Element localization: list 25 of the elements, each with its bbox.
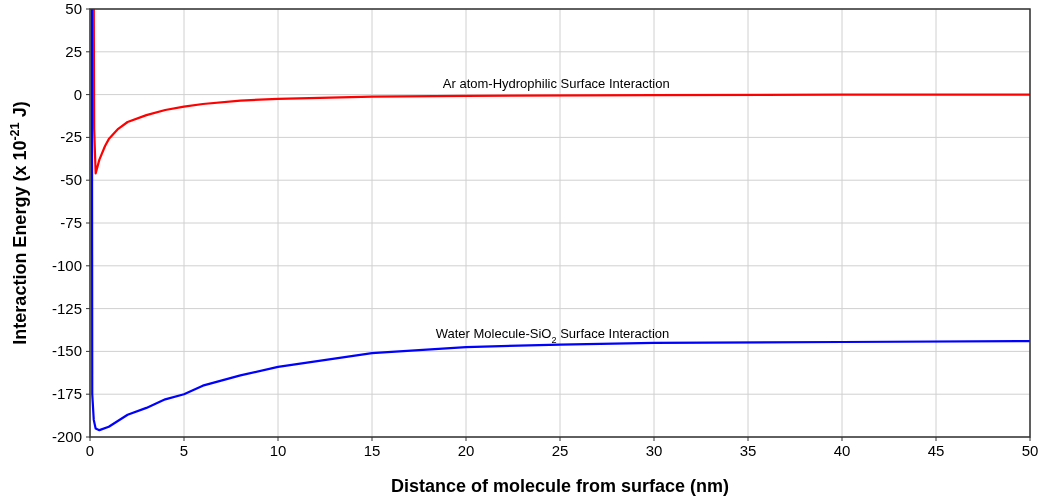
x-tick-label: 45 bbox=[927, 442, 945, 459]
x-tick-label: 35 bbox=[739, 442, 757, 459]
y-tick-label: -100 bbox=[51, 256, 82, 274]
y-tick-label: -175 bbox=[51, 385, 82, 403]
x-tick-label: 50 bbox=[1021, 442, 1039, 459]
x-tick-label: 10 bbox=[269, 442, 287, 459]
x-tick-label: 30 bbox=[645, 442, 663, 459]
y-tick-label: -200 bbox=[51, 428, 82, 445]
y-tick-label: -75 bbox=[60, 214, 82, 231]
annotation: Water Molecule-SiO$_{2}$ Surface Interaction bbox=[435, 325, 670, 345]
y-tick-label: -25 bbox=[60, 128, 82, 146]
x-tick-label: 25 bbox=[551, 442, 569, 459]
annotation: Ar atom-Hydrophilic Surface Interaction bbox=[442, 76, 670, 92]
x-tick-label: 20 bbox=[457, 442, 475, 459]
y-tick-label: 0 bbox=[73, 85, 82, 103]
x-axis-title: Distance of molecule from surface (nm) bbox=[390, 476, 730, 496]
x-tick-label: 40 bbox=[833, 442, 851, 459]
y-tick-label: 25 bbox=[65, 42, 82, 60]
x-tick-label: 15 bbox=[363, 442, 381, 459]
y-tick-label: -125 bbox=[51, 299, 82, 317]
y-tick-label: 50 bbox=[65, 0, 82, 17]
y-tick-label: -150 bbox=[51, 342, 82, 360]
x-tick-label: 5 bbox=[179, 442, 189, 459]
x-tick-label: 0 bbox=[85, 442, 95, 459]
y-tick-label: -50 bbox=[60, 171, 82, 189]
